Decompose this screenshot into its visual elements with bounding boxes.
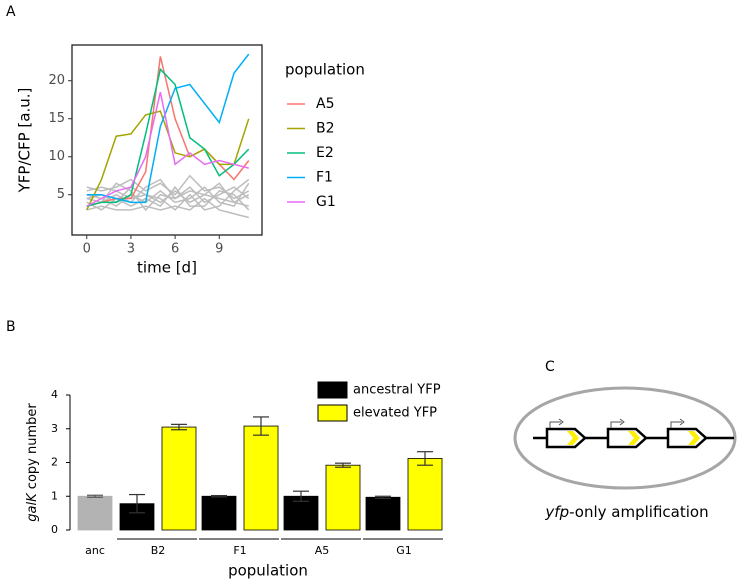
caption: -only amplification bbox=[569, 503, 708, 521]
error-bar bbox=[335, 462, 351, 468]
cell bbox=[513, 386, 737, 490]
series-line bbox=[86, 56, 250, 207]
series-line bbox=[86, 53, 250, 204]
x-tick-label: A5 bbox=[315, 544, 330, 557]
y-axis-label: YFP/CFP [a.u.] bbox=[16, 88, 34, 194]
error-bar bbox=[417, 451, 433, 466]
x-tick-label: anc bbox=[85, 544, 105, 557]
error-bar bbox=[87, 494, 103, 498]
y-tick-label: 20 bbox=[48, 73, 65, 88]
background-line bbox=[86, 182, 249, 212]
x-tick-label: B2 bbox=[151, 544, 166, 557]
background-line bbox=[86, 197, 249, 219]
x-axis-label: time [d] bbox=[137, 259, 197, 277]
series-line bbox=[86, 91, 249, 207]
x-axis-label: population bbox=[228, 562, 308, 580]
x-tick-label: 0 bbox=[83, 242, 91, 257]
error-bar bbox=[129, 493, 145, 514]
background-line bbox=[86, 174, 250, 200]
error-bar bbox=[375, 495, 391, 499]
x-tick-label: G1 bbox=[396, 544, 412, 557]
y-axis-label-rest: copy number bbox=[25, 403, 40, 490]
error-bar bbox=[293, 490, 309, 502]
y-tick-label: 4 bbox=[51, 388, 58, 401]
gene-copy bbox=[545, 418, 587, 449]
y-tick-label: 2 bbox=[51, 456, 58, 469]
diagram-caption: yfp-only amplification bbox=[544, 503, 708, 521]
legend-label: elevated YFP bbox=[353, 406, 437, 421]
y-tick-label: 1 bbox=[51, 489, 58, 502]
legend-swatch bbox=[317, 381, 348, 399]
panel-label: C bbox=[545, 359, 555, 375]
background-line bbox=[86, 178, 250, 211]
bar bbox=[161, 426, 197, 531]
bar bbox=[325, 464, 361, 531]
y-tick-label: 10 bbox=[48, 149, 65, 164]
x-tick-label: F1 bbox=[233, 544, 246, 557]
legend-label: B2 bbox=[316, 121, 335, 137]
caption-italic: yfp bbox=[544, 503, 569, 521]
y-tick-label: 3 bbox=[51, 422, 58, 435]
x-tick-label: 6 bbox=[171, 242, 179, 257]
y-tick-label: 15 bbox=[48, 111, 65, 126]
legend-swatch bbox=[317, 404, 348, 422]
panel-label: B bbox=[6, 319, 16, 335]
y-axis-label-italic: galK bbox=[25, 492, 40, 522]
legend-label: F1 bbox=[316, 170, 333, 186]
plot-frame bbox=[71, 44, 263, 236]
bar bbox=[365, 496, 401, 531]
y-tick-label: 5 bbox=[57, 187, 65, 202]
legend-label: E2 bbox=[316, 145, 334, 161]
series-line bbox=[86, 67, 250, 207]
bar bbox=[77, 495, 113, 531]
error-bar bbox=[211, 494, 227, 498]
gene-copy bbox=[606, 418, 648, 449]
y-axis-label: galK copy number bbox=[25, 403, 40, 522]
y-tick-label: 0 bbox=[51, 523, 58, 536]
bar bbox=[201, 495, 237, 531]
legend-label: G1 bbox=[316, 194, 336, 210]
bar bbox=[407, 458, 443, 531]
panel-label: A bbox=[6, 4, 16, 20]
error-bar bbox=[171, 423, 187, 431]
legend-title: population bbox=[285, 61, 365, 79]
error-bar bbox=[253, 416, 269, 436]
legend-label: ancestral YFP bbox=[353, 383, 441, 398]
bar bbox=[243, 425, 279, 531]
amplification-diagram: yfp-only amplification bbox=[513, 386, 737, 521]
x-tick-label: 3 bbox=[127, 242, 135, 257]
legend-label: A5 bbox=[316, 96, 334, 112]
gene-copy bbox=[666, 418, 708, 449]
series-line bbox=[86, 110, 250, 211]
x-tick-label: 9 bbox=[215, 242, 223, 257]
